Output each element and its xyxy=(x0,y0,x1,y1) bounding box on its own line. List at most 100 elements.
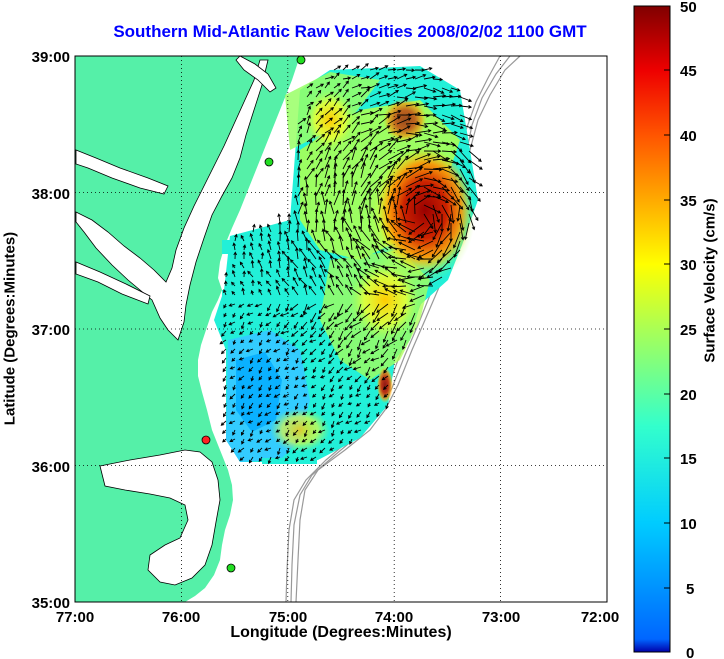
colorbar-tick-label: 40 xyxy=(680,128,697,145)
velocity-arrow xyxy=(311,375,317,379)
velocity-arrow xyxy=(277,447,281,456)
velocity-arrow xyxy=(409,294,425,302)
velocity-arrow xyxy=(432,87,445,94)
velocity-arrow xyxy=(356,268,371,278)
velocity-arrow xyxy=(284,287,290,296)
velocity-arrow xyxy=(456,204,461,222)
velocity-arrow xyxy=(297,133,303,143)
colorbar-tick-label: 50 xyxy=(680,0,697,16)
x-tick-label: 76:00 xyxy=(162,609,200,626)
velocity-arrow xyxy=(435,231,443,248)
velocity-arrow xyxy=(459,213,465,231)
velocity-arrow xyxy=(300,447,308,452)
velocity-arrow xyxy=(307,239,317,251)
velocity-arrow xyxy=(412,195,417,215)
x-tick-label: 72:00 xyxy=(581,609,619,626)
velocity-arrow xyxy=(378,180,390,197)
velocity-arrow xyxy=(441,114,455,121)
velocity-arrow xyxy=(330,384,335,393)
velocity-arrow xyxy=(309,275,317,287)
velocity-arrow xyxy=(365,366,371,377)
velocity-arrow xyxy=(327,357,335,365)
velocity-arrow xyxy=(267,288,272,296)
velocity-arrow xyxy=(378,125,391,134)
velocity-arrow xyxy=(289,303,299,311)
velocity-arrow xyxy=(378,149,393,161)
velocity-arrow xyxy=(387,176,393,197)
velocity-arrow xyxy=(239,280,245,287)
velocity-arrow xyxy=(291,348,299,353)
velocity-arrow xyxy=(238,348,245,355)
velocity-arrow xyxy=(441,121,456,125)
velocity-arrow xyxy=(333,217,337,233)
velocity-arrow xyxy=(372,238,389,251)
velocity-arrow xyxy=(342,140,352,152)
velocity-arrow xyxy=(274,384,281,390)
velocity-arrow xyxy=(300,330,308,337)
velocity-arrow xyxy=(315,182,323,197)
velocity-arrow xyxy=(331,429,335,437)
velocity-arrow xyxy=(405,178,424,188)
velocity-arrow xyxy=(324,198,329,215)
velocity-arrow xyxy=(342,135,356,143)
velocity-arrow xyxy=(391,303,398,318)
velocity-arrow xyxy=(219,339,227,345)
velocity-arrow xyxy=(327,339,335,347)
velocity-arrow xyxy=(315,149,323,161)
velocity-arrow xyxy=(374,269,389,278)
velocity-arrow xyxy=(293,210,299,224)
velocity-arrow xyxy=(333,312,344,320)
velocity-arrow xyxy=(300,375,308,380)
velocity-arrow xyxy=(360,180,371,197)
velocity-arrow xyxy=(396,187,413,197)
velocity-arrow xyxy=(345,420,353,425)
velocity-arrow xyxy=(345,284,353,296)
map-title: Southern Mid-Atlantic Raw Velocities 200… xyxy=(113,22,587,41)
velocity-arrow xyxy=(387,75,399,80)
velocity-arrow xyxy=(420,222,434,239)
velocity-arrow xyxy=(408,231,425,244)
velocity-arrow xyxy=(348,207,353,224)
velocity-arrow xyxy=(405,111,422,116)
velocity-arrow xyxy=(459,105,473,109)
velocity-arrow xyxy=(338,384,344,389)
velocity-arrow xyxy=(231,357,236,362)
velocity-arrow xyxy=(406,236,425,242)
velocity-arrow xyxy=(346,264,353,278)
colorbar-label: Surface Velocity (cm/s) xyxy=(701,198,719,363)
velocity-arrow xyxy=(369,142,384,152)
velocity-arrow xyxy=(273,393,281,398)
velocity-arrow xyxy=(414,129,432,134)
velocity-arrow xyxy=(385,402,389,410)
velocity-arrow xyxy=(398,241,416,251)
velocity-arrow xyxy=(267,456,272,465)
velocity-arrow xyxy=(354,420,362,425)
velocity-arrow xyxy=(315,107,323,116)
velocity-arrow xyxy=(334,257,344,269)
velocity-arrow xyxy=(378,197,384,215)
velocity-arrow xyxy=(399,260,416,269)
velocity-arrow xyxy=(344,303,353,314)
velocity-arrow xyxy=(331,250,344,260)
velocity-arrow xyxy=(450,94,462,99)
velocity-arrow xyxy=(351,146,357,161)
velocity-arrow xyxy=(258,366,263,374)
velocity-arrow xyxy=(347,429,353,434)
velocity-arrow xyxy=(247,438,254,442)
velocity-arrow xyxy=(333,321,344,327)
velocity-arrow xyxy=(423,121,439,125)
velocity-arrow xyxy=(333,124,342,134)
velocity-arrow xyxy=(324,183,331,197)
velocity-arrow xyxy=(360,133,373,143)
velocity-arrow xyxy=(369,101,381,107)
velocity-arrow xyxy=(441,149,458,154)
river xyxy=(75,261,151,305)
velocity-arrow xyxy=(459,222,465,241)
velocity-arrow xyxy=(321,411,326,416)
colorbar-tick-label: 0 xyxy=(686,645,694,659)
velocity-arrow xyxy=(414,153,432,161)
velocity-arrow xyxy=(427,249,443,264)
velocity-arrow xyxy=(291,366,299,371)
velocity-arrow xyxy=(309,348,317,356)
velocity-arrow xyxy=(450,87,461,92)
